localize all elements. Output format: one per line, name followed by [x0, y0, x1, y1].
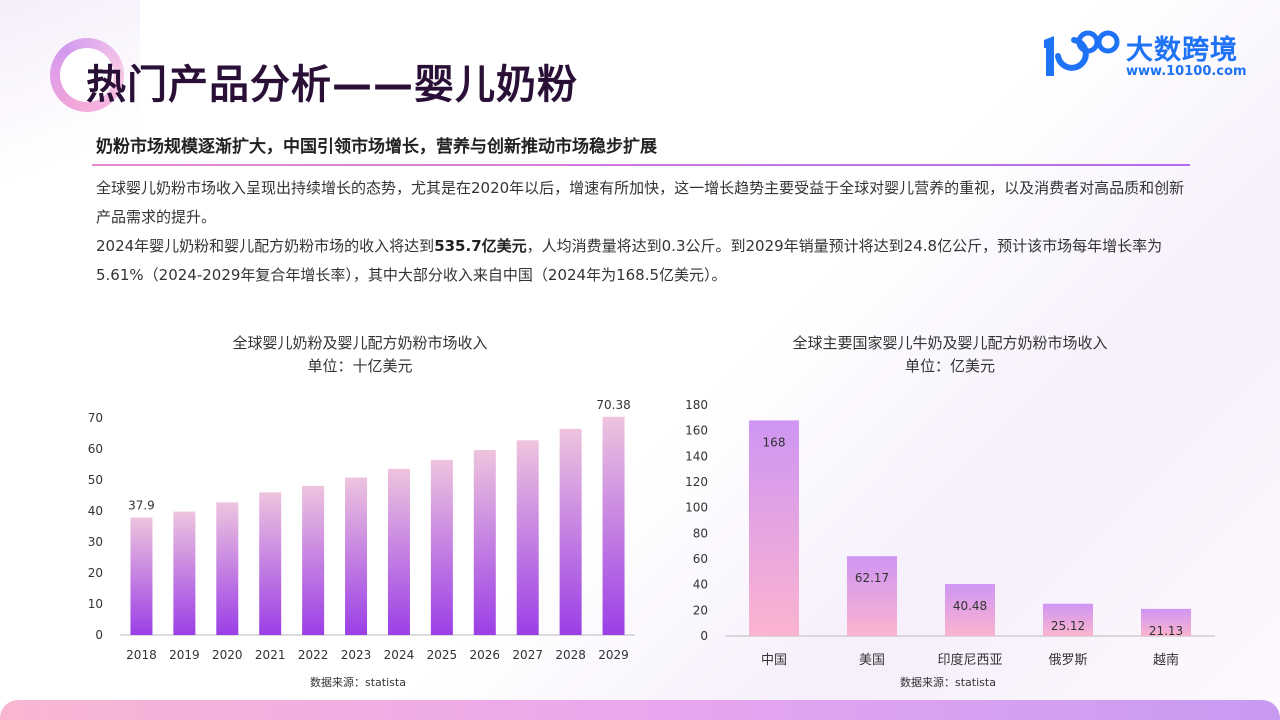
chart2-ytick-label: 80	[693, 526, 708, 540]
chart1-xtick-label: 2029	[598, 648, 629, 662]
chart2-ytick-label: 120	[685, 475, 708, 489]
chart2-unit: 单位：亿美元	[904, 357, 995, 375]
bottom-decoration-band	[0, 700, 1280, 720]
chart2-bar	[847, 556, 897, 636]
chart1-bar	[216, 502, 239, 635]
chart1-bar	[602, 416, 625, 635]
chart2-xtick-label: 俄罗斯	[1048, 653, 1087, 668]
chart1-ytick-label: 70	[88, 411, 103, 425]
paragraph-2-highlight: 535.7亿美元	[434, 237, 527, 255]
chart1-ytick-label: 40	[88, 504, 103, 518]
chart2-ytick-label: 100	[685, 501, 708, 515]
paragraph-2-part-a: 2024年婴儿奶粉和婴儿配方奶粉市场的收入将达到	[96, 237, 435, 255]
chart1-xtick-label: 2019	[169, 648, 200, 662]
chart1-ytick-label: 0	[95, 628, 103, 642]
chart1-xtick-label: 2023	[341, 648, 372, 662]
chart1-data-label: 70.38	[596, 398, 630, 412]
chart2-xtick-label: 越南	[1153, 652, 1179, 668]
chart2-ytick-label: 140	[685, 449, 708, 463]
chart1-data-label: 37.9	[128, 499, 155, 513]
chart1-xtick-label: 2024	[384, 648, 415, 662]
chart1-ytick-label: 10	[88, 597, 103, 611]
chart2-ytick-label: 40	[693, 578, 708, 592]
chart1-xtick-label: 2026	[470, 648, 501, 662]
chart1-xtick-label: 2027	[512, 648, 543, 662]
chart1-bar	[259, 492, 282, 635]
chart1-ytick-label: 60	[88, 442, 103, 456]
chart1-bar	[173, 511, 196, 635]
chart2-bar-chart: 0 20 40 60 80 100 120 140 160 180 中国 168 美国 62.17 印度尼西…	[685, 398, 1215, 668]
chart1-title: 全球婴儿奶粉及婴儿配方奶粉市场收入	[232, 334, 488, 352]
chart1-ytick-label: 20	[88, 566, 103, 580]
chart1-bar	[430, 459, 453, 635]
chart1-xtick-label: 2022	[298, 648, 329, 662]
chart1-ytick-label: 50	[88, 473, 103, 487]
title-ring-decoration	[50, 38, 124, 112]
chart1-bar	[473, 449, 496, 635]
brand-logo: 大数跨境 www.10100.com	[1040, 26, 1260, 86]
chart2-data-label: 21.13	[1149, 624, 1183, 638]
chart2-bar	[1141, 608, 1191, 636]
chart1-source: 数据来源：statista	[310, 676, 406, 689]
chart2-bar	[945, 584, 995, 636]
chart1-bar	[559, 428, 582, 635]
page-title: 热门产品分析——婴儿奶粉	[86, 62, 578, 108]
chart2-data-label: 168	[763, 435, 786, 449]
chart2-ytick-label: 160	[685, 424, 708, 438]
chart1-title-block: 全球婴儿奶粉及婴儿配方奶粉市场收入 单位：十亿美元	[160, 332, 560, 378]
chart1-ytick-label: 30	[88, 535, 103, 549]
chart2-xtick-label: 印度尼西亚	[937, 652, 1002, 668]
chart2-bar	[1043, 603, 1093, 636]
chart2-ytick-label: 180	[685, 398, 708, 412]
chart2-ytick-label: 20	[693, 603, 708, 617]
chart1-xtick-label: 2021	[255, 648, 286, 662]
chart2-ytick-label: 60	[693, 552, 708, 566]
chart2-title: 全球主要国家婴儿牛奶及婴儿配方奶粉市场收入	[792, 334, 1108, 352]
chart1-xtick-label: 2020	[212, 648, 243, 662]
chart1-bar	[387, 468, 410, 635]
chart2-ytick-label: 0	[700, 629, 708, 643]
paragraph-2: 2024年婴儿奶粉和婴儿配方奶粉市场的收入将达到535.7亿美元，人均消费量将达…	[96, 232, 1196, 290]
paragraph-2-part-b: ，人均消费量将达到0.3公斤。到2029年销量预计将达到24.8亿公斤，预计该市…	[96, 237, 1163, 284]
chart2-title-block: 全球主要国家婴儿牛奶及婴儿配方奶粉市场收入 单位：亿美元	[750, 332, 1150, 378]
chart1-bar	[516, 440, 539, 635]
chart2-xtick-label: 美国	[859, 653, 885, 668]
chart1-bar	[345, 477, 368, 635]
chart1-xtick-label: 2018	[126, 648, 157, 662]
chart2-data-label: 62.17	[855, 571, 889, 585]
chart2-bar	[749, 420, 799, 636]
paragraph-1: 全球婴儿奶粉市场收入呈现出持续增长的态势，尤其是在2020年以后，增速有所加快，…	[96, 179, 1185, 226]
chart2-data-label: 25.12	[1051, 619, 1085, 633]
subtitle-divider	[92, 164, 1190, 166]
logo-text: 大数跨境	[1126, 35, 1238, 66]
chart1-bar	[302, 485, 325, 635]
logo-mark-icon	[1044, 30, 1120, 76]
chart1-xtick-label: 2028	[555, 648, 586, 662]
logo-url: www.10100.com	[1126, 64, 1247, 79]
chart1-bar-chart: 0 10 20 30 40 50 60 70 2018 2019 2020 2021 2022 2023 2…	[88, 398, 635, 662]
chart2-source: 数据来源：statista	[900, 676, 996, 689]
section-subtitle: 奶粉市场规模逐渐扩大，中国引领市场增长，营养与创新推动市场稳步扩展	[96, 137, 657, 157]
chart1-unit: 单位：十亿美元	[307, 357, 413, 375]
chart1-xtick-label: 2025	[427, 648, 458, 662]
chart2-data-label: 40.48	[953, 599, 987, 613]
chart1-bar	[130, 517, 153, 635]
chart2-xtick-label: 中国	[761, 653, 787, 668]
